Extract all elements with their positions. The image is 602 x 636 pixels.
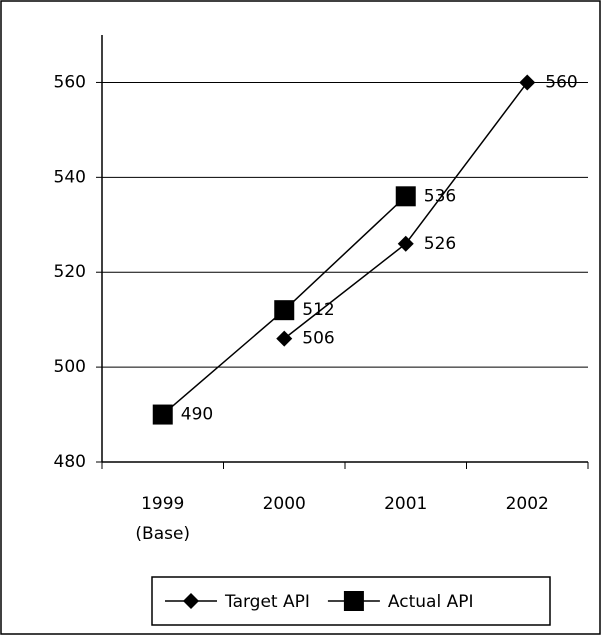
y-tick-label: 500 — [54, 357, 86, 377]
x-tick-label: 2002 — [505, 494, 549, 514]
legend-marker — [183, 593, 199, 609]
data-label: 536 — [424, 186, 456, 206]
y-tick-label: 480 — [54, 452, 86, 472]
legend-marker — [343, 591, 364, 611]
data-point — [395, 186, 416, 207]
data-label: 560 — [545, 72, 577, 92]
data-label: 512 — [302, 300, 334, 320]
x-tick-label: 2000 — [262, 494, 306, 514]
data-point — [519, 74, 536, 91]
data-point — [276, 330, 293, 347]
data-point — [397, 235, 414, 252]
y-tick-label: 560 — [54, 72, 86, 92]
x-tick-label: 1999 (Base) — [135, 494, 191, 544]
y-tick-label: 520 — [54, 262, 86, 282]
data-label: 526 — [424, 234, 456, 254]
legend-label: Actual API — [388, 592, 474, 612]
data-label: 490 — [181, 405, 213, 425]
x-tick-label: 2001 — [384, 494, 428, 514]
data-label: 506 — [302, 329, 334, 349]
data-point — [274, 300, 295, 321]
y-tick-label: 540 — [54, 167, 86, 187]
data-point — [152, 404, 173, 425]
legend-label: Target API — [224, 592, 310, 612]
